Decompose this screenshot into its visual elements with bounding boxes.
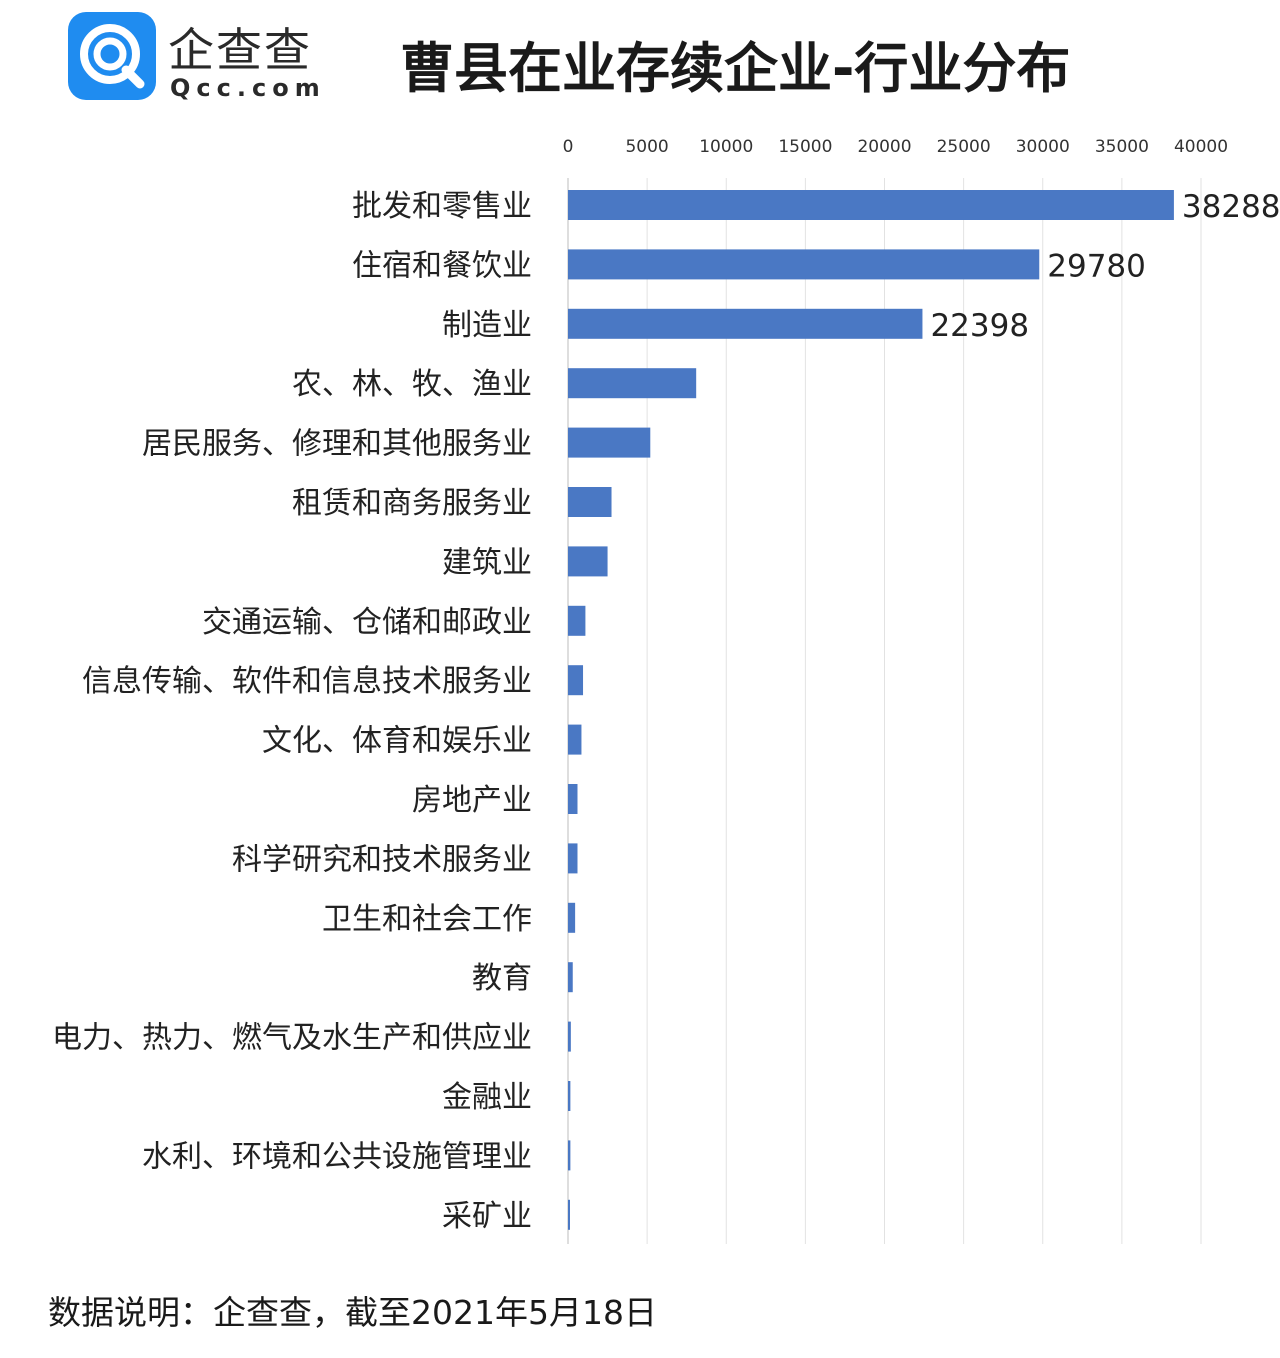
x-tick-label: 5000 bbox=[625, 137, 668, 157]
bar bbox=[568, 249, 1040, 280]
x-tick-label: 30000 bbox=[1016, 137, 1070, 157]
bar bbox=[568, 487, 612, 517]
category-label: 采矿业 bbox=[442, 1199, 532, 1234]
bar bbox=[568, 962, 573, 993]
category-label: 卫生和社会工作 bbox=[322, 902, 532, 937]
category-label: 制造业 bbox=[442, 308, 532, 343]
category-label: 租赁和商务服务业 bbox=[292, 486, 532, 521]
bar bbox=[568, 1021, 571, 1052]
bar bbox=[568, 1140, 571, 1171]
bar bbox=[568, 546, 608, 577]
category-label: 农、林、牧、渔业 bbox=[292, 367, 532, 402]
bar bbox=[568, 665, 584, 696]
category-label: 电力、热力、燃气及水生产和供应业 bbox=[52, 1021, 532, 1056]
bar bbox=[568, 724, 582, 755]
category-label: 房地产业 bbox=[412, 783, 532, 818]
x-tick-label: 20000 bbox=[857, 137, 911, 157]
bar bbox=[568, 1081, 571, 1111]
bar bbox=[568, 308, 923, 339]
data-label: 38288 bbox=[1182, 189, 1280, 225]
category-label: 金融业 bbox=[442, 1080, 532, 1115]
data-label: 22398 bbox=[930, 308, 1029, 344]
category-label: 居民服务、修理和其他服务业 bbox=[142, 427, 532, 462]
bar bbox=[568, 605, 586, 636]
category-label: 文化、体育和娱乐业 bbox=[262, 724, 532, 759]
bar bbox=[568, 368, 697, 399]
bar bbox=[568, 190, 1174, 220]
x-tick-label: 15000 bbox=[778, 137, 832, 157]
category-label: 信息传输、软件和信息技术服务业 bbox=[82, 664, 532, 699]
data-source-note: 数据说明：企查查，截至2021年5月18日 bbox=[48, 1293, 657, 1332]
x-tick-label: 10000 bbox=[699, 137, 753, 157]
brand-logo: 企查查 Qcc.com bbox=[68, 12, 368, 104]
bar bbox=[568, 784, 578, 814]
category-label: 科学研究和技术服务业 bbox=[232, 842, 532, 877]
x-tick-label: 35000 bbox=[1095, 137, 1149, 157]
category-label: 批发和零售业 bbox=[352, 189, 532, 224]
category-label: 交通运输、仓储和邮政业 bbox=[202, 605, 532, 640]
brand-name-en: Qcc.com bbox=[170, 74, 326, 102]
x-tick-label: 40000 bbox=[1174, 137, 1228, 157]
category-label: 教育 bbox=[472, 961, 532, 996]
qcc-logo-icon bbox=[68, 12, 156, 100]
bar bbox=[568, 902, 576, 933]
brand-name-cn: 企查查 bbox=[168, 23, 312, 77]
bar bbox=[568, 843, 578, 874]
bar bbox=[568, 1199, 570, 1230]
x-tick-label: 25000 bbox=[937, 137, 991, 157]
category-label: 建筑业 bbox=[442, 545, 532, 580]
chart-title: 曹县在业存续企业-行业分布 bbox=[400, 37, 1071, 100]
bar bbox=[568, 427, 651, 458]
data-label: 29780 bbox=[1047, 248, 1146, 284]
x-tick-label: 0 bbox=[563, 137, 574, 157]
category-label: 水利、环境和公共设施管理业 bbox=[142, 1139, 532, 1174]
category-label: 住宿和餐饮业 bbox=[352, 248, 532, 283]
